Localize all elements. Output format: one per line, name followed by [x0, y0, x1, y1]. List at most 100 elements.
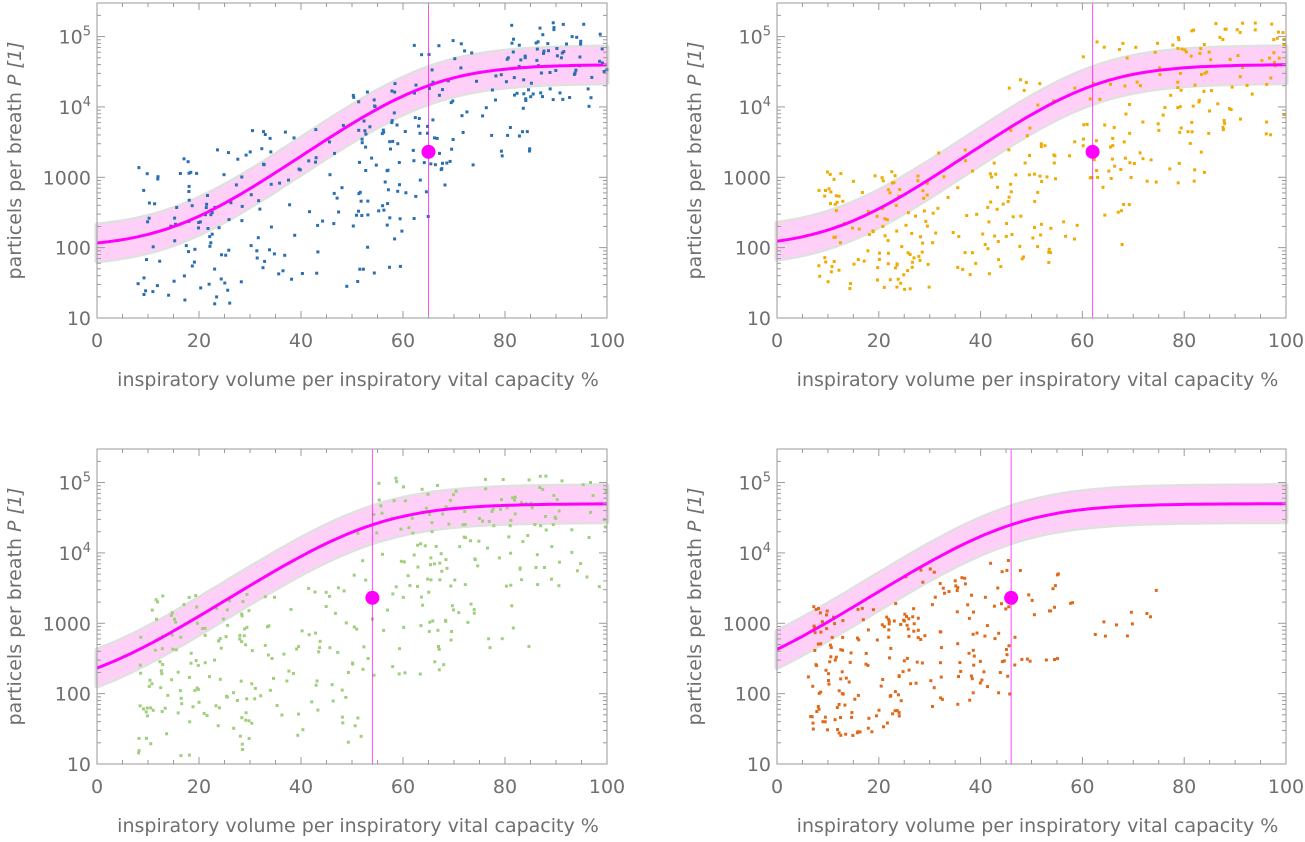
y-tick-label: 104 — [739, 95, 771, 119]
scatter-point — [1222, 119, 1226, 122]
scatter-point — [520, 501, 523, 505]
scatter-point — [368, 125, 372, 129]
scatter-point — [421, 603, 425, 607]
scatter-point — [380, 511, 384, 515]
scatter-point — [1095, 40, 1099, 44]
scatter-point — [393, 237, 397, 241]
scatter-point — [283, 130, 287, 134]
scatter-point — [836, 728, 840, 731]
scatter-point — [866, 663, 870, 667]
scatter-point — [216, 148, 219, 152]
scatter-point — [956, 186, 960, 190]
scatter-point — [314, 631, 317, 635]
scatter-point — [357, 100, 361, 104]
scatter-point — [240, 640, 244, 644]
scatter-point — [324, 590, 328, 594]
scatter-point — [1198, 51, 1202, 55]
scatter-point — [923, 634, 927, 638]
scatter-point — [953, 579, 957, 583]
scatter-point — [488, 646, 492, 650]
scatter-point — [396, 189, 400, 193]
scatter-point — [827, 679, 830, 682]
x-tick-label: 40 — [969, 776, 993, 798]
scatter-point — [1033, 225, 1036, 229]
scatter-point — [461, 131, 465, 134]
scatter-point — [362, 119, 366, 123]
scatter-point — [318, 646, 322, 650]
scatter-point — [539, 524, 543, 528]
scatter-point — [449, 584, 453, 588]
scatter-point — [1051, 587, 1055, 591]
scatter-point — [270, 657, 274, 660]
scatter-point — [336, 650, 340, 654]
scatter-point — [965, 214, 969, 217]
scatter-point — [207, 282, 211, 286]
scatter-point — [853, 697, 857, 701]
scatter-point — [994, 172, 998, 176]
scatter-point — [344, 695, 348, 699]
scatter-point — [811, 721, 815, 725]
scatter-point — [432, 562, 436, 566]
scatter-point — [244, 711, 248, 715]
scatter-point — [155, 617, 158, 621]
x-tick-label: 0 — [771, 330, 783, 352]
scatter-point — [1156, 122, 1160, 126]
scatter-point — [466, 620, 470, 624]
scatter-point — [259, 694, 263, 698]
scatter-point — [492, 524, 496, 528]
x-tick-label: 20 — [867, 330, 891, 352]
scatter-point — [149, 742, 153, 746]
scatter-point — [899, 623, 903, 626]
scatter-point — [851, 226, 854, 230]
scatter-point — [372, 98, 376, 102]
scatter-point — [912, 622, 916, 626]
scatter-point — [841, 619, 845, 623]
scatter-point — [1040, 180, 1044, 183]
scatter-point — [901, 670, 905, 674]
scatter-point — [533, 523, 537, 527]
scatter-point — [426, 577, 430, 581]
chart-panel-3: 0 20 40 60 80 100 10 100 1000 104 105 inspiratory v… — [4, 448, 625, 837]
scatter-point — [959, 669, 963, 673]
scatter-point — [511, 496, 515, 500]
scatter-point — [825, 170, 829, 174]
scatter-point — [848, 287, 852, 290]
scatter-point — [1009, 128, 1013, 132]
scatter-point — [381, 204, 385, 208]
scatter-point — [941, 586, 945, 590]
scatter-point — [145, 736, 148, 740]
scatter-point — [939, 630, 943, 634]
scatter-point — [975, 631, 979, 635]
scatter-point — [848, 660, 852, 664]
scatter-point — [457, 611, 461, 615]
scatter-point — [335, 196, 339, 200]
scatter-point — [828, 643, 832, 647]
scatter-point — [972, 654, 976, 658]
scatter-point — [910, 231, 914, 235]
scatter-point — [250, 649, 254, 653]
scatter-point — [356, 531, 360, 535]
scatter-point — [531, 92, 535, 96]
scatter-point — [247, 736, 251, 740]
scatter-point — [956, 702, 960, 706]
scatter-point — [1085, 122, 1089, 126]
scatter-point — [1221, 38, 1225, 41]
scatter-point — [535, 553, 539, 557]
scatter-point — [328, 594, 332, 598]
scatter-point — [1158, 66, 1161, 70]
scatter-point — [1179, 88, 1183, 92]
scatter-point — [1025, 134, 1029, 138]
scatter-point — [1019, 78, 1022, 82]
scatter-point — [410, 516, 414, 520]
scatter-point — [203, 626, 207, 630]
scatter-point — [189, 661, 193, 665]
scatter-point — [1068, 154, 1071, 158]
x-tick-label: 20 — [187, 330, 211, 352]
scatter-point — [372, 271, 376, 275]
scatter-point — [412, 43, 416, 47]
scatter-point — [1202, 89, 1206, 93]
scatter-point — [293, 233, 297, 237]
scatter-point — [458, 545, 462, 549]
scatter-point — [963, 251, 967, 255]
confidence-band — [97, 47, 607, 261]
